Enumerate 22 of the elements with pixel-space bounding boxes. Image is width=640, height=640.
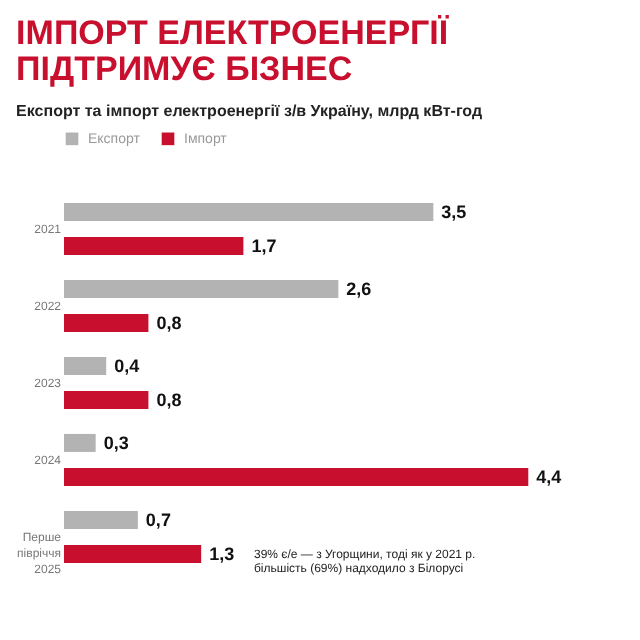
bar	[64, 279, 339, 298]
bar	[64, 237, 244, 256]
bar	[64, 510, 138, 529]
data-label: 0,3	[103, 432, 129, 453]
bar	[64, 314, 149, 333]
data-label: 0,8	[156, 313, 182, 334]
bar	[64, 391, 149, 410]
bar	[64, 468, 529, 487]
bar	[64, 433, 96, 452]
data-label: 1,7	[251, 236, 277, 257]
data-label: 0,7	[145, 509, 171, 530]
bar	[64, 356, 107, 375]
data-label: 0,8	[156, 390, 182, 411]
bar	[64, 202, 434, 221]
data-label: 0,4	[114, 355, 140, 376]
chart-title: ІМПОРТ ЕЛЕКТРОЕНЕРГІЇ ПІДТРИМУЄ БІЗНЕС	[16, 14, 451, 88]
chart-subtitle: Експорт та імпорт електроенергії з/в Україну, млрд кВт-год	[16, 102, 483, 120]
data-label: 2,6	[346, 278, 372, 299]
data-label: 4,4	[536, 467, 562, 488]
data-label: 3,5	[441, 201, 467, 222]
data-label: 1,3	[209, 544, 235, 565]
bar	[64, 545, 202, 564]
